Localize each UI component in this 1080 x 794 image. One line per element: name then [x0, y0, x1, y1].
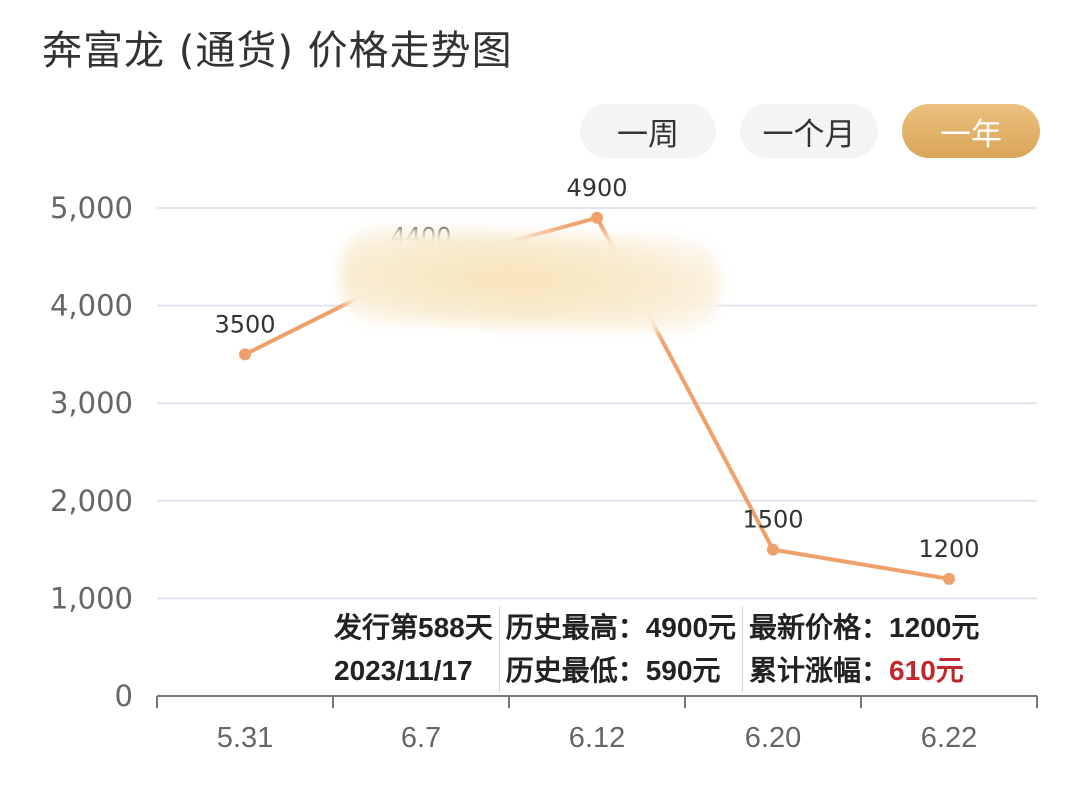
- hist-low-label: 历史最低：: [505, 655, 646, 686]
- y-tick-label: 0: [115, 679, 133, 713]
- x-tick-label: 6.7: [401, 722, 441, 754]
- history-info: 历史最高：4900元 历史最低：590元: [498, 606, 742, 692]
- page-title: 奔富龙 (通货) 价格走势图: [42, 28, 513, 74]
- latest-price-label: 最新价格：: [749, 612, 890, 643]
- x-tick-label: 5.31: [217, 722, 273, 754]
- data-point[interactable]: [943, 572, 955, 585]
- hist-high-value: 4900元: [645, 612, 737, 643]
- redaction-smudge: [338, 225, 722, 335]
- price-summary: 发行第588天 2023/11/17 历史最高：4900元 历史最低：590元 …: [328, 606, 985, 692]
- data-point[interactable]: [239, 348, 251, 361]
- data-label: 1500: [742, 506, 803, 534]
- issue-day: 发行第588天: [334, 612, 493, 643]
- range-tabs: 一周 一个月 一年: [580, 104, 1040, 158]
- change-value: 610元: [889, 655, 964, 686]
- data-label: 1200: [918, 535, 979, 563]
- y-tick-label: 3,000: [50, 386, 133, 420]
- data-point[interactable]: [767, 543, 779, 556]
- data-label: 4900: [566, 174, 627, 202]
- x-tick-label: 6.22: [921, 722, 977, 754]
- y-tick-label: 1,000: [50, 581, 133, 615]
- tab-year[interactable]: 一年: [902, 104, 1040, 158]
- x-axis: 5.31 6.7 6.12 6.20 6.22: [156, 695, 1038, 754]
- x-tick-label: 6.12: [569, 722, 625, 754]
- data-label: 3500: [214, 310, 275, 338]
- hist-low-value: 590元: [645, 655, 721, 686]
- y-tick-label: 4,000: [50, 289, 133, 323]
- data-labels: 35004400490015001200: [214, 174, 979, 563]
- issue-date: 2023/11/17: [334, 655, 473, 686]
- y-tick-label: 5,000: [50, 191, 133, 225]
- issue-info: 发行第588天 2023/11/17: [328, 606, 499, 692]
- x-tick-label: 6.20: [745, 722, 801, 754]
- change-label: 累计涨幅：: [749, 655, 890, 686]
- latest-info: 最新价格：1200元 累计涨幅：610元: [742, 606, 985, 692]
- tab-month[interactable]: 一个月: [740, 104, 878, 158]
- y-tick-label: 2,000: [50, 484, 133, 518]
- hist-high-label: 历史最高：: [505, 612, 646, 643]
- latest-price-value: 1200元: [889, 612, 980, 643]
- y-axis-ticks: 0 1,000 2,000 3,000 4,000 5,000: [50, 191, 133, 713]
- tab-week[interactable]: 一周: [580, 104, 716, 158]
- data-point[interactable]: [591, 211, 603, 224]
